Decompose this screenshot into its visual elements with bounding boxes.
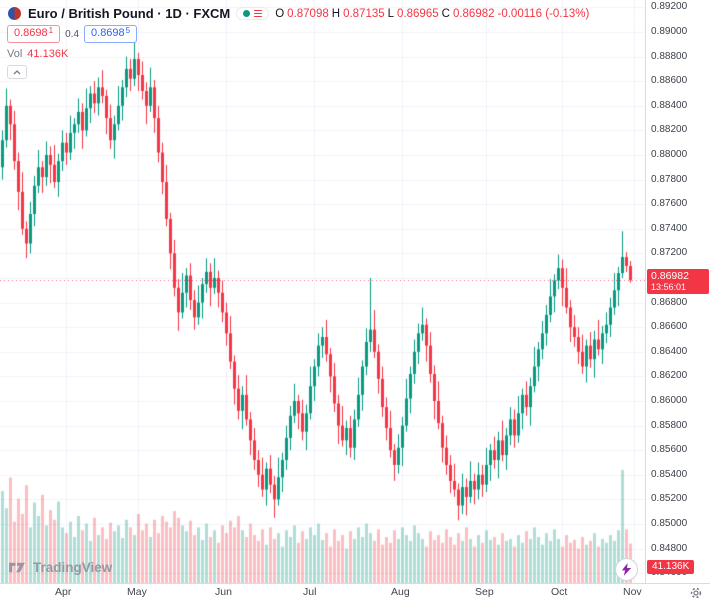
- time-axis-label: Sep: [475, 586, 494, 598]
- time-axis-label: Apr: [55, 586, 72, 598]
- price-axis-label: 0.87800: [651, 173, 688, 185]
- ask-value: 0.8698: [91, 27, 125, 39]
- time-axis-label: Oct: [551, 586, 568, 598]
- open-value: 0.87098: [287, 7, 329, 20]
- price-axis-label: 0.88600: [651, 75, 688, 87]
- chart-legend: Euro / British Pound · 1D · FXCM O 0.870…: [7, 5, 589, 79]
- price-axis-label: 0.85800: [651, 419, 688, 431]
- bid-fraction: 1: [48, 26, 54, 35]
- time-axis-label: Jun: [215, 586, 232, 598]
- price-axis-label: 0.88000: [651, 148, 688, 160]
- instant-order-button[interactable]: [615, 558, 638, 581]
- ohlc-readout: O 0.87098 H 0.87135 L 0.86965 C 0.86982 …: [275, 8, 589, 20]
- legend-quick-actions: [236, 6, 270, 21]
- price-axis-label: 0.85400: [651, 468, 688, 480]
- bar-countdown: 13:56:01: [651, 282, 687, 293]
- tradingview-logo-icon: [9, 562, 25, 573]
- volume-indicator-label[interactable]: Vol: [7, 48, 23, 60]
- time-axis-label: Nov: [623, 586, 642, 598]
- time-axis-label: May: [127, 586, 147, 598]
- price-axis-label: 0.85000: [651, 517, 688, 529]
- volume-indicator-value: 41.136K: [27, 48, 69, 60]
- ask-fraction: 5: [125, 26, 131, 35]
- close-value: 0.86982: [452, 7, 495, 20]
- candlestick-chart-canvas[interactable]: [0, 0, 645, 583]
- price-axis-label: 0.86200: [651, 370, 688, 382]
- price-axis-label: 0.88800: [651, 50, 688, 62]
- lightning-bolt-icon: [621, 563, 632, 576]
- market-status-dot-icon[interactable]: [243, 10, 251, 17]
- bid-value: 0.8698: [14, 27, 48, 39]
- low-value: 0.86965: [397, 7, 439, 20]
- price-axis-label: 0.89200: [651, 1, 688, 13]
- symbol-title[interactable]: Euro / British Pound · 1D · FXCM: [28, 6, 231, 21]
- chevron-up-icon: [13, 69, 21, 74]
- price-axis-label: 0.88200: [651, 124, 688, 136]
- tradingview-watermark[interactable]: TradingView: [8, 560, 112, 575]
- price-axis[interactable]: 0.86982 13:56:01 41.136K 0.89200 0.89000 0…: [645, 0, 710, 583]
- ask-price-button[interactable]: 0.8698 5: [84, 25, 138, 43]
- price-axis-label: 0.89000: [651, 25, 688, 37]
- price-axis-label: 0.88400: [651, 99, 688, 111]
- time-axis[interactable]: Apr May Jun Jul Aug Sep Oct Nov: [0, 583, 710, 600]
- time-axis-label: Aug: [391, 586, 410, 598]
- open-label: O: [275, 7, 285, 20]
- last-price-value: 0.86982: [651, 270, 689, 283]
- price-axis-label: 0.85600: [651, 444, 688, 456]
- legend-menu-icon[interactable]: [254, 9, 263, 18]
- high-value: 0.87135: [343, 7, 385, 20]
- spread-value: 0.4: [65, 28, 80, 40]
- axis-settings-icon[interactable]: [690, 586, 702, 600]
- price-axis-label: 0.86400: [651, 345, 688, 357]
- watermark-text: TradingView: [33, 560, 113, 575]
- price-axis-label: 0.85200: [651, 493, 688, 505]
- last-price-badge: 0.86982 13:56:01: [647, 269, 709, 295]
- price-axis-label: 0.84800: [651, 542, 688, 554]
- high-label: H: [331, 7, 341, 20]
- symbol-pair-icon: [7, 6, 22, 21]
- volume-axis-badge: 41.136K: [647, 560, 695, 574]
- price-axis-label: 0.87200: [651, 247, 688, 259]
- price-change: -0.00116 (-0.13%): [497, 7, 590, 20]
- price-axis-label: 0.86800: [651, 296, 688, 308]
- time-axis-label: Jul: [303, 586, 317, 598]
- price-axis-label: 0.86000: [651, 394, 688, 406]
- close-label: C: [441, 7, 450, 20]
- price-axis-label: 0.87400: [651, 222, 688, 234]
- low-label: L: [387, 7, 395, 20]
- price-axis-label: 0.87600: [651, 198, 688, 210]
- price-axis-label: 0.86600: [651, 321, 688, 333]
- bid-price-button[interactable]: 0.8698 1: [7, 25, 61, 43]
- collapse-legend-button[interactable]: [7, 65, 27, 79]
